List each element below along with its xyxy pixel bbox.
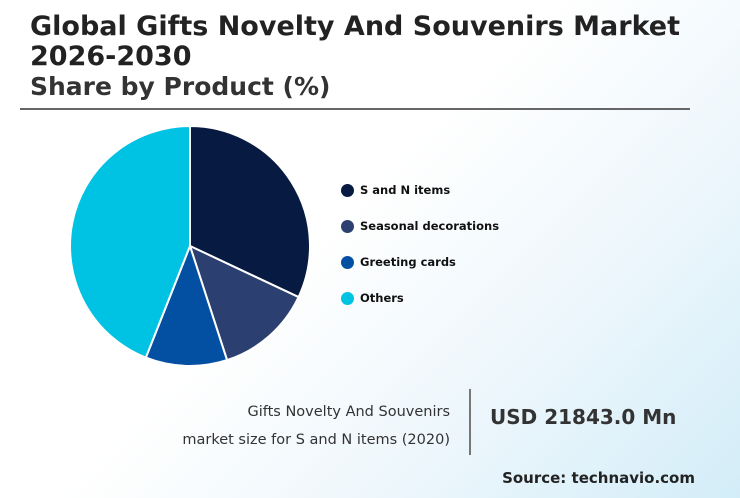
header-divider <box>20 108 690 110</box>
market-divider <box>469 389 471 455</box>
chart-subtitle: Share by Product (%) <box>30 72 331 101</box>
source-credit: Source: technavio.com <box>502 469 695 487</box>
legend-item: S and N items <box>341 172 499 208</box>
chart-legend: S and N items Seasonal decorations Greet… <box>341 172 499 316</box>
legend-swatch <box>341 219 354 233</box>
legend-swatch <box>341 183 354 197</box>
pie-slice-greeting-cards <box>144 243 229 367</box>
legend-label: Greeting cards <box>360 255 456 269</box>
legend-swatch <box>341 291 354 305</box>
market-size-label: Gifts Novelty And Souvenirs market size … <box>182 398 450 454</box>
pie-chart <box>69 124 311 367</box>
market-size-label-line1: Gifts Novelty And Souvenirs <box>247 404 450 420</box>
market-size-value: USD 21843.0 Mn <box>490 405 677 429</box>
legend-label: Seasonal decorations <box>360 219 500 233</box>
market-size-label-line2: market size for S and N items (2020) <box>182 432 450 448</box>
legend-item: Greeting cards <box>341 244 499 280</box>
legend-item: Seasonal decorations <box>341 208 499 244</box>
legend-swatch <box>341 255 354 269</box>
pie-slice-s-and-n-items <box>189 124 311 299</box>
legend-label: S and N items <box>360 183 451 197</box>
chart-title: Global Gifts Novelty And Souvenirs Marke… <box>30 11 681 72</box>
legend-item: Others <box>341 280 499 316</box>
pie-slice-others <box>69 124 191 359</box>
pie-slice-seasonal-decorations <box>188 244 300 362</box>
legend-label: Others <box>360 291 404 305</box>
